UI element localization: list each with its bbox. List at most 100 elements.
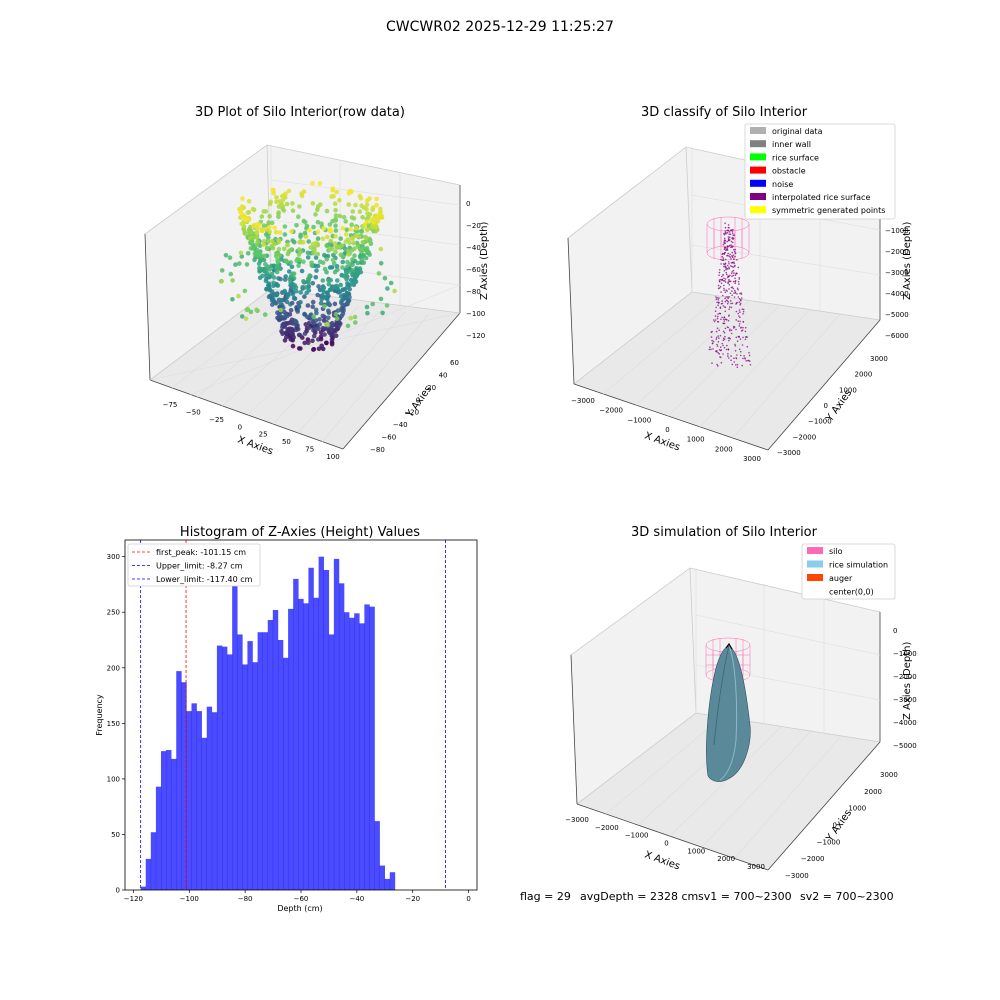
histogram-plot: −120 −100 −80 −60 −40 −20 0 0 50 100 150 200 250 300 f… [107,539,478,903]
panel1-point [329,265,335,270]
panel1-point [338,252,344,258]
panel2-point [728,284,731,286]
panel1-point [239,221,244,227]
legend-swatch [807,547,823,554]
panel1-x-label: X Axies [236,434,274,457]
panel1-point [297,257,303,263]
panel1-point [290,238,296,243]
panel1-point [301,259,306,265]
panel2-point [731,294,733,297]
panel3-legend: silo rice simulation auger center(0,0) [801,543,896,600]
panel1-point [378,246,384,252]
panel2-point [720,259,722,261]
panel2-point [740,299,742,301]
panel2-point [738,301,741,303]
panel1-point [257,251,262,257]
panel1-point [344,291,350,296]
panel2-point [735,364,737,366]
histogram-bar [181,682,187,890]
histogram-bar [338,583,345,890]
panel1-point [302,331,308,336]
panel1-point [311,314,317,320]
panel2-x-tick: 2000 [715,445,733,453]
panel1-z-tick: −120 [466,332,485,340]
panel2-point [719,349,722,352]
panel2-point [718,302,720,304]
panel2-point [748,352,750,354]
panel1-point [335,245,341,250]
panel1-point [359,229,365,234]
panel2-point [722,274,724,276]
panel1-point [343,219,349,224]
panel2-point [742,321,745,323]
panel3-y-tick: 3000 [880,771,898,779]
panel2-point [717,321,720,323]
panel1-point [307,273,313,278]
panel2-point [731,255,733,257]
histogram-legend-label: Upper_limit: -8.27 cm [156,562,243,571]
panel1-point [314,268,319,273]
panel2-point [725,268,727,271]
panel1-point [316,284,321,289]
panel1-point [330,257,336,263]
panel1-point [319,343,325,349]
panel2-point [734,282,736,285]
panel1-point [357,234,362,239]
panel1-point [266,239,272,244]
panel2-point [726,240,728,243]
panel2-point [726,264,729,267]
panel2-point [722,259,725,261]
histogram-bar [145,858,152,890]
panel1-point [250,206,256,212]
panel3-y-tick: −1000 [817,838,841,846]
panel2-point [730,262,733,264]
panel2-point [720,282,723,285]
panel1-point [261,238,267,244]
panel1-y-tick: −80 [370,446,385,454]
histogram-bar [303,603,309,890]
panel2-point [741,364,743,367]
panel1-point [322,266,328,272]
panel1-point [263,262,268,267]
panel1-point [359,203,364,208]
panel1-point [335,278,340,283]
legend-swatch [807,560,823,568]
histogram-bar [374,821,380,890]
panel2-point [732,280,735,283]
panel2-point [731,237,733,239]
panel3-y-tick: −2000 [801,855,825,863]
panel1-point [385,286,390,291]
panel1-point [261,209,266,214]
legend-swatch [750,127,766,134]
panel2-point [728,296,730,298]
panel2-point [727,319,730,322]
panel1-point [282,290,287,295]
panel1-point [340,225,346,231]
panel1-point [346,202,352,207]
panel2-point [726,302,729,305]
panel2-point [732,234,735,237]
panel-simulation: 3D simulation of Silo Interior [565,525,917,880]
panel1-point [340,259,346,265]
panel1-point [228,271,234,277]
panel2-point [749,364,752,366]
panel2-point [726,268,729,270]
panel1-title: 3D Plot of Silo Interior(row data) [195,105,405,120]
panel1-point [355,260,361,266]
panel2-point [729,306,731,308]
panel1-point [320,236,326,241]
panel2-point [728,267,730,270]
panel1-point [302,340,308,346]
panel2-point [745,360,747,362]
panel1-point [283,191,288,196]
panel1-point [261,223,267,228]
histogram-x-tick: −60 [294,895,309,903]
panel3-y-tick: −3000 [785,872,809,880]
panel2-point [714,319,717,321]
legend-label: inner wall [772,140,811,149]
panel1-point [392,288,397,294]
panel1-y-tick: 20 [427,384,436,392]
panel2-point [723,284,725,287]
panel3-y-ticks: −3000 −2000 −1000 0 1000 2000 3000 [785,771,898,880]
